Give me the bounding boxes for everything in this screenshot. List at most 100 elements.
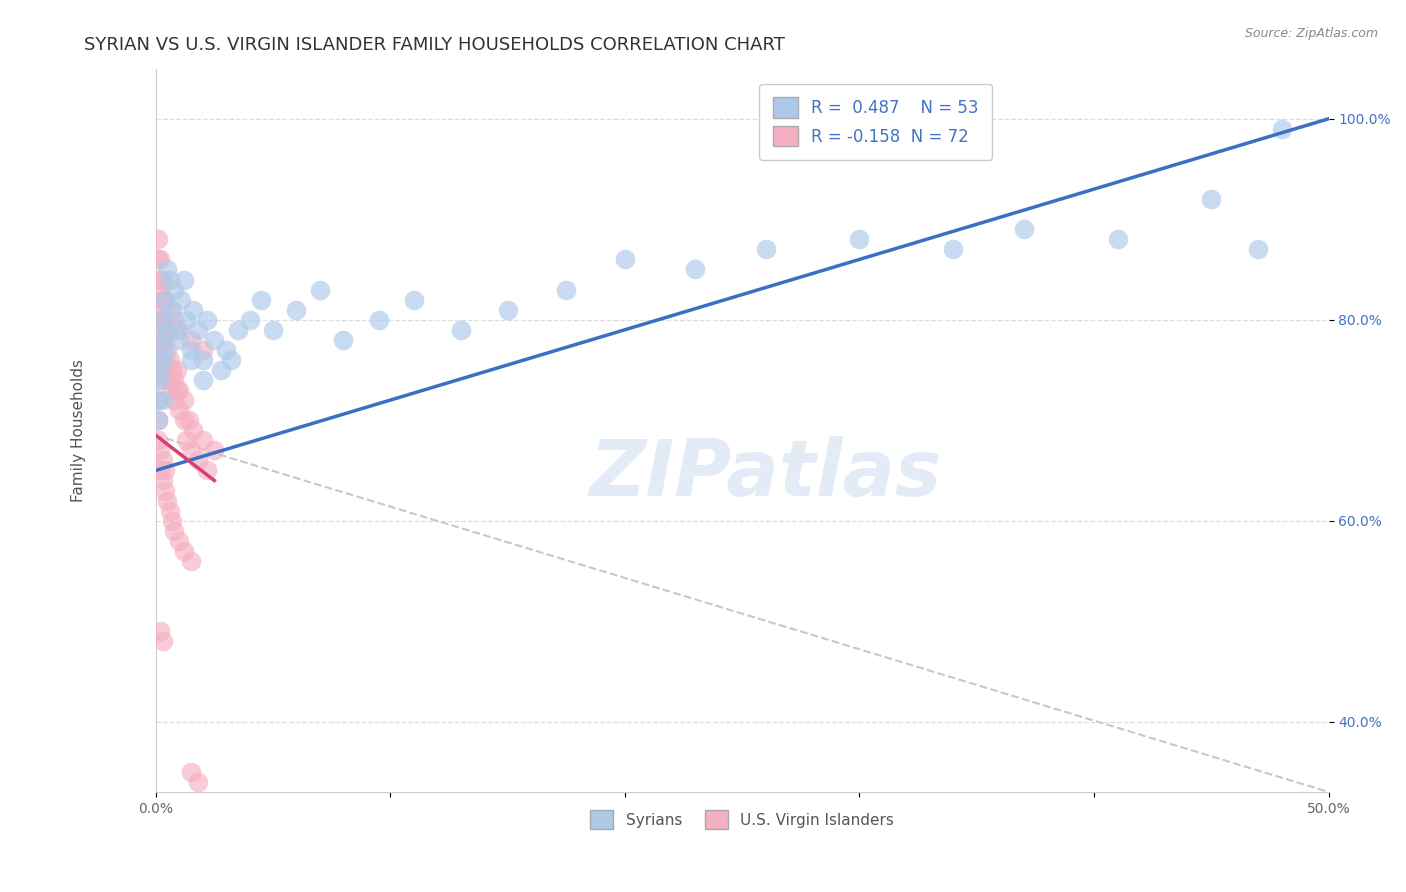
Y-axis label: Family Households: Family Households bbox=[72, 359, 86, 501]
Point bbox=[942, 243, 965, 257]
Point bbox=[309, 283, 332, 297]
Point bbox=[167, 383, 190, 397]
Point bbox=[159, 272, 181, 286]
Point bbox=[146, 312, 169, 326]
Point bbox=[1107, 232, 1129, 246]
Point bbox=[152, 333, 174, 347]
Point bbox=[149, 373, 172, 387]
Point bbox=[146, 393, 169, 408]
Point bbox=[238, 312, 260, 326]
Point bbox=[146, 252, 169, 267]
Point bbox=[160, 383, 183, 397]
Point bbox=[167, 333, 190, 347]
Point bbox=[153, 293, 176, 307]
Point bbox=[149, 302, 172, 317]
Point bbox=[555, 283, 578, 297]
Point bbox=[187, 453, 209, 467]
Point bbox=[149, 323, 172, 337]
Point bbox=[167, 533, 190, 548]
Point bbox=[191, 343, 214, 357]
Point bbox=[152, 312, 174, 326]
Point bbox=[226, 323, 249, 337]
Point bbox=[1271, 121, 1294, 136]
Point bbox=[180, 554, 202, 568]
Point bbox=[173, 393, 195, 408]
Point bbox=[402, 293, 425, 307]
Point bbox=[149, 443, 172, 458]
Point bbox=[156, 493, 179, 508]
Point bbox=[146, 333, 169, 347]
Point bbox=[170, 293, 193, 307]
Point bbox=[153, 333, 176, 347]
Point bbox=[1012, 222, 1035, 236]
Point bbox=[156, 262, 179, 277]
Point bbox=[152, 352, 174, 367]
Point bbox=[167, 323, 190, 337]
Point bbox=[156, 323, 179, 337]
Point bbox=[177, 413, 200, 427]
Point bbox=[166, 363, 188, 377]
Point bbox=[173, 544, 195, 558]
Point bbox=[163, 312, 186, 326]
Point bbox=[219, 352, 242, 367]
Point bbox=[173, 413, 195, 427]
Point bbox=[187, 775, 209, 789]
Point bbox=[152, 272, 174, 286]
Point bbox=[450, 323, 472, 337]
Point bbox=[187, 323, 209, 337]
Point bbox=[209, 363, 232, 377]
Point bbox=[367, 312, 389, 326]
Point bbox=[149, 343, 172, 357]
Point bbox=[1201, 192, 1223, 206]
Point bbox=[613, 252, 636, 267]
Point bbox=[153, 483, 176, 498]
Point bbox=[146, 413, 169, 427]
Point bbox=[149, 272, 172, 286]
Point bbox=[163, 373, 186, 387]
Point bbox=[156, 343, 179, 357]
Point bbox=[152, 293, 174, 307]
Point bbox=[163, 393, 186, 408]
Point bbox=[180, 443, 202, 458]
Point bbox=[152, 312, 174, 326]
Point bbox=[1247, 243, 1270, 257]
Text: ZIPatlas: ZIPatlas bbox=[589, 435, 942, 512]
Point bbox=[149, 283, 172, 297]
Point bbox=[160, 302, 183, 317]
Point bbox=[174, 312, 197, 326]
Text: Source: ZipAtlas.com: Source: ZipAtlas.com bbox=[1244, 27, 1378, 40]
Point bbox=[159, 352, 181, 367]
Point bbox=[180, 333, 202, 347]
Point bbox=[496, 302, 519, 317]
Point bbox=[848, 232, 870, 246]
Point bbox=[332, 333, 354, 347]
Point bbox=[146, 393, 169, 408]
Point bbox=[153, 312, 176, 326]
Point bbox=[163, 283, 186, 297]
Point bbox=[159, 503, 181, 517]
Point bbox=[195, 463, 218, 477]
Point bbox=[152, 634, 174, 648]
Point bbox=[149, 252, 172, 267]
Point bbox=[149, 624, 172, 639]
Point bbox=[153, 343, 176, 357]
Point bbox=[152, 474, 174, 488]
Point bbox=[180, 343, 202, 357]
Point bbox=[180, 764, 202, 779]
Point bbox=[146, 413, 169, 427]
Point bbox=[153, 373, 176, 387]
Point bbox=[166, 383, 188, 397]
Point bbox=[755, 243, 778, 257]
Point bbox=[167, 403, 190, 417]
Point bbox=[149, 363, 172, 377]
Point bbox=[181, 302, 204, 317]
Point bbox=[156, 363, 179, 377]
Point bbox=[149, 333, 172, 347]
Point bbox=[146, 232, 169, 246]
Text: SYRIAN VS U.S. VIRGIN ISLANDER FAMILY HOUSEHOLDS CORRELATION CHART: SYRIAN VS U.S. VIRGIN ISLANDER FAMILY HO… bbox=[84, 36, 785, 54]
Point bbox=[160, 363, 183, 377]
Point bbox=[191, 352, 214, 367]
Point bbox=[159, 302, 181, 317]
Point bbox=[156, 323, 179, 337]
Point bbox=[166, 323, 188, 337]
